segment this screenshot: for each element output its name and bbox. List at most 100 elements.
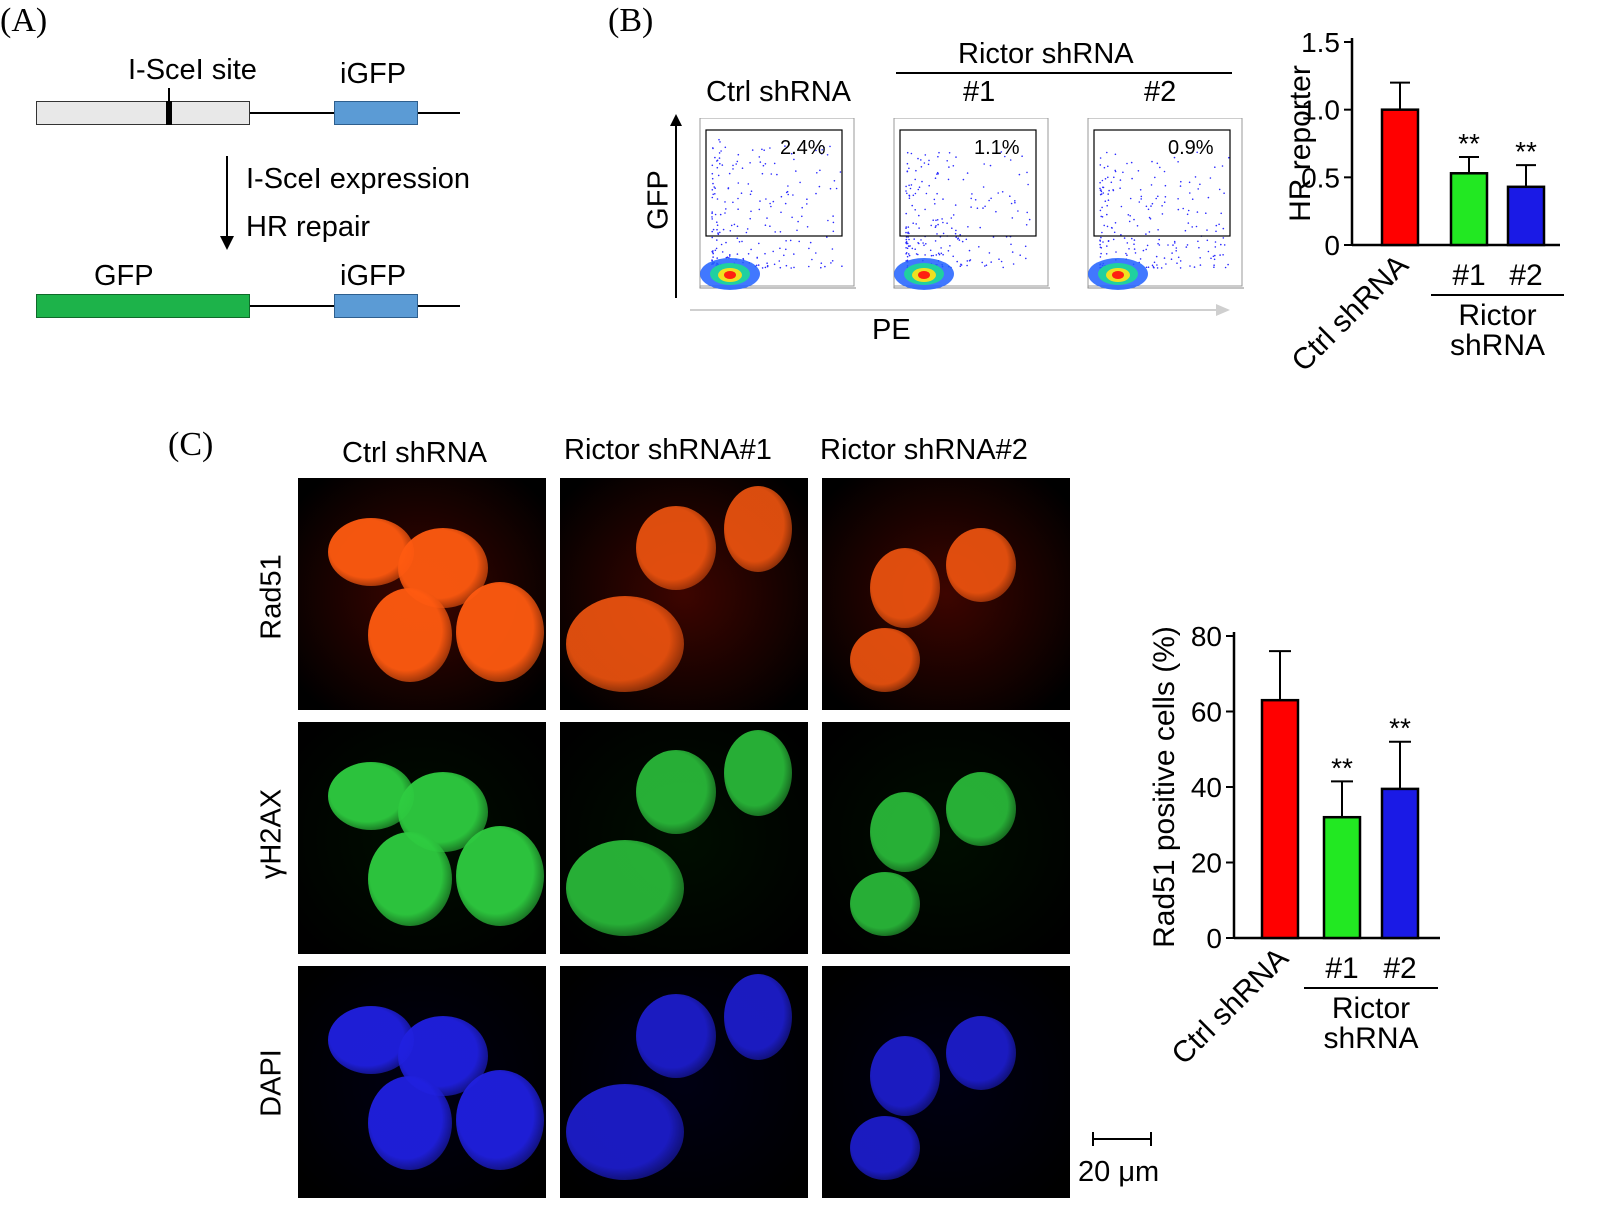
- flow-event-dot: [956, 238, 959, 240]
- flow-event-dot: [1186, 244, 1189, 246]
- flow-event-dot: [1099, 243, 1101, 246]
- flow-event-dot: [937, 223, 939, 226]
- flow-event-dot: [832, 215, 834, 217]
- flow-event-dot: [1107, 193, 1109, 195]
- flow-event-dot: [966, 264, 968, 267]
- flow-event-dot: [815, 149, 817, 152]
- flow-event-dot: [915, 253, 918, 255]
- flow-ctrl-label: Ctrl shRNA: [706, 76, 852, 108]
- flow-event-dot: [751, 149, 754, 151]
- flow-event-dot: [995, 210, 997, 213]
- flow-event-dot: [801, 206, 803, 209]
- flow-event-dot: [808, 247, 810, 250]
- flow-event-dot: [727, 187, 730, 190]
- flow-event-dot: [1102, 186, 1105, 189]
- flow-event-dot: [1026, 211, 1028, 214]
- flow-event-dot: [1171, 252, 1173, 254]
- flow-event-dot: [920, 166, 923, 168]
- flow-event-dot: [1104, 178, 1107, 180]
- flow-event-dot: [717, 232, 719, 234]
- flow-event-dot: [1172, 244, 1174, 246]
- flow-x-arrow: [690, 304, 1230, 316]
- flow-event-dot: [1100, 190, 1103, 193]
- micrograph-dapi-2: [560, 966, 808, 1198]
- flow-event-dot: [1002, 266, 1004, 269]
- flow-event-dot: [737, 182, 740, 184]
- flow-event-dot: [1112, 238, 1115, 241]
- flow-event-dot: [711, 211, 713, 213]
- flow-event-dot: [716, 160, 718, 162]
- flow-event-dot: [732, 164, 734, 167]
- flow-event-dot: [756, 256, 758, 259]
- micrograph-rad51-3: [822, 478, 1070, 710]
- flow-event-dot: [716, 221, 718, 223]
- flow-event-dot: [946, 160, 948, 162]
- flow-event-dot: [1155, 197, 1157, 200]
- flow-event-dot: [821, 149, 823, 151]
- flow-event-dot: [924, 208, 926, 211]
- flow-event-dot: [1147, 208, 1150, 211]
- scale-bar-cap-left: [1092, 1132, 1094, 1146]
- flow-event-dot: [942, 198, 944, 200]
- flow-event-dot: [1164, 196, 1167, 198]
- col-label-ctrl: Ctrl shRNA: [342, 437, 488, 469]
- flow-event-dot: [733, 223, 736, 226]
- flow-event-dot: [924, 254, 926, 256]
- flow-event-dot: [1223, 244, 1226, 246]
- flow-event-dot: [1145, 248, 1147, 251]
- flow-event-dot: [1191, 226, 1193, 228]
- rad51-positive-chart: 0 20 40 60 80 Rad51 positive cells (%) ** ** Ctr…: [1148, 621, 1440, 1071]
- flow-event-dot: [719, 162, 721, 165]
- flow-event-dot: [914, 209, 916, 211]
- flow-event-dot: [914, 248, 916, 250]
- flow-dotplot: 0.9%: [1087, 117, 1244, 290]
- flow-event-dot: [1206, 229, 1208, 231]
- flow-event-dot: [761, 148, 763, 151]
- flow-event-dot: [725, 208, 727, 210]
- flow-event-dot: [764, 163, 767, 165]
- flow-event-dot: [954, 204, 957, 206]
- flow-event-dot: [948, 152, 951, 154]
- flow-event-dot: [1112, 189, 1114, 191]
- flow-event-dot: [749, 193, 752, 196]
- flow-event-dot: [1101, 206, 1103, 209]
- flow-event-dot: [1220, 243, 1222, 246]
- gfp-box: [36, 294, 250, 318]
- flow-event-dot: [716, 166, 719, 169]
- flow-event-dot: [915, 223, 917, 225]
- col-label-rictor-2: Rictor shRNA#2: [820, 434, 1028, 466]
- flow-event-dot: [966, 172, 969, 174]
- flow-event-dot: [714, 156, 716, 159]
- flow-event-dot: [923, 244, 925, 247]
- flow-event-dot: [779, 266, 782, 269]
- flow-event-dot: [1219, 254, 1221, 256]
- flow-event-dot: [766, 265, 769, 268]
- flow-event-dot: [1126, 242, 1129, 244]
- process-arrow-head: [220, 236, 234, 250]
- flow-event-dot: [718, 152, 721, 154]
- flow-event-dot: [1156, 267, 1159, 269]
- flow-event-dot: [716, 239, 718, 241]
- flow-event-dot: [827, 219, 829, 222]
- flow-event-dot: [1101, 231, 1103, 234]
- bar: [1380, 108, 1420, 247]
- flow-event-dot: [909, 245, 911, 247]
- flow-event-dot: [793, 158, 795, 161]
- flow-event-dot: [746, 228, 749, 230]
- flow-event-dot: [784, 145, 786, 147]
- flow-event-dot: [711, 177, 714, 180]
- flow-event-dot: [1107, 176, 1109, 179]
- y-tick-label: 0: [1206, 923, 1222, 954]
- cell-nucleus: [724, 974, 792, 1060]
- flow-event-dot: [1160, 267, 1163, 269]
- flow-event-dot: [769, 147, 771, 149]
- flow-event-dot: [722, 228, 725, 231]
- flow-dotplot: 1.1%: [893, 117, 1050, 290]
- flow-event-dot: [780, 211, 782, 214]
- flow-event-dot: [947, 250, 950, 252]
- flow-event-dot: [750, 190, 753, 192]
- flow-event-dot: [1177, 161, 1179, 163]
- flow-event-dot: [1191, 198, 1194, 200]
- flow-event-dot: [1126, 254, 1128, 256]
- flow-event-dot: [906, 192, 908, 195]
